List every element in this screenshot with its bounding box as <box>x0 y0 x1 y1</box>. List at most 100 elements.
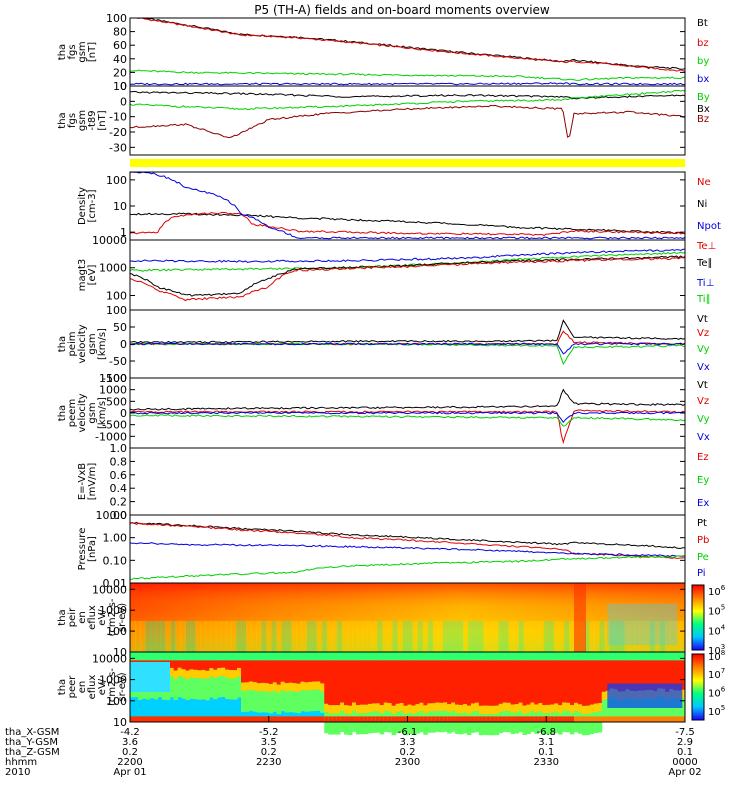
peir-spectrogram-ytick-label: 1000 <box>99 604 127 617</box>
peer-spectrogram-colorbar: 105 106 107 108 <box>691 649 726 721</box>
peir-spectrogram-ytick-label: 100 <box>106 625 127 638</box>
xaxis-row-label: tha_Y-GSM <box>5 737 58 748</box>
svg-text:(cm2-s-: (cm2-s- <box>107 668 118 706</box>
svg-text:peim: peim <box>67 331 78 356</box>
pressure-series-line <box>129 542 686 558</box>
panel-temperature: Te∥ Ti⊥ Ti∥ 100 1000 10000 magt3 [eV] <box>77 234 714 311</box>
svg-text:-t89: -t89 <box>87 110 98 130</box>
pressure-ylabel: Pressure [nPa] <box>77 528 98 571</box>
xaxis-row-value: 0.2 <box>122 747 138 758</box>
svg-text:eV/: eV/ <box>97 678 108 695</box>
xaxis-row-value: 3.3 <box>400 737 416 748</box>
pressure-ytick-label: 0.01 <box>103 577 128 590</box>
efield-ytick-label: 0.6 <box>110 469 128 482</box>
pressure-series-line <box>129 521 685 549</box>
density-series-line <box>129 212 686 235</box>
density-series-line <box>129 171 686 240</box>
fgs-dsl-ytick-label: 60 <box>113 39 127 52</box>
xaxis-row-value: -4.2 <box>120 727 140 738</box>
svg-text:[km/s]: [km/s] <box>97 328 108 360</box>
xaxis-row-label: hhmm <box>5 757 37 768</box>
svg-text:eflux: eflux <box>87 605 98 630</box>
fgs-gse-ylabel: tha fgs gsm -t89 [nT] <box>57 110 108 131</box>
peir-spectrogram-ylabel: tha peir en eflux eV/(cm2-s-sr-eV) <box>57 598 128 636</box>
peem-velocity-ytick-label: 0 <box>120 407 127 420</box>
density-ytick-label: 1 <box>120 226 127 239</box>
svg-text:tha: tha <box>57 44 68 60</box>
peir-spectrogram-colorbar-label: 105 <box>708 604 725 618</box>
fgs-dsl-legend-entry: bx <box>697 74 709 85</box>
fgs-dsl-legend-entry: bz <box>697 38 709 49</box>
density-series-line <box>129 211 686 236</box>
xaxis-row-label: tha_X-GSM <box>5 727 59 738</box>
xaxis-row-value: 3.6 <box>122 737 138 748</box>
xaxis-row-value: 2300 <box>395 757 420 768</box>
pressure-ytick-label: 10.00 <box>96 509 128 522</box>
peir-spectrogram-colorbar-label: 104 <box>708 623 726 637</box>
peim-velocity-legend-entry: Vx <box>697 362 710 373</box>
pressure-legend-entry: Pb <box>697 535 709 546</box>
temperature-series-line <box>129 248 685 263</box>
fgs-dsl-ylabel: tha fgs gsm [nT] <box>57 41 98 62</box>
peir-spectrogram-ytick-label: 10 <box>113 646 127 659</box>
peem-velocity-ytick-label: 1000 <box>99 384 127 397</box>
efield-ytick-label: 0.8 <box>110 455 128 468</box>
peem-velocity-ytick-label: 1500 <box>99 372 127 385</box>
fgs-gse-series-line <box>129 89 686 111</box>
fgs-gse-ytick-label: -20 <box>109 126 127 139</box>
xaxis-row-value: 3.1 <box>538 737 554 748</box>
svg-text:gsm: gsm <box>87 333 98 354</box>
peer-spectrogram-colorbar-label: 106 <box>708 686 726 700</box>
panel-pressure: Pt Pb Pe Pi 0.01 0.10 1.00 10.00 Pressure [nPa] <box>77 509 709 590</box>
fgs-dsl-ytick-label: 80 <box>113 26 127 39</box>
panel-density: Ne Ni Npot Te⊥ 1 10 100 Density [cm-3] <box>77 171 721 252</box>
svg-text:Pressure: Pressure <box>77 528 88 571</box>
peir-spectrogram-ytick-label: 10000 <box>92 583 127 596</box>
fgs-dsl-series-line <box>130 17 686 72</box>
panel-efield: Ez Ey Ex 0.00.20.40.60.81.0 E=-VxB [mV/m] <box>77 442 709 522</box>
svg-text:fgs: fgs <box>67 113 78 128</box>
xaxis-row-label: tha_Z-GSM <box>5 747 60 758</box>
x-axis-annotations: tha_X-GSM -4.2 -5.2 -6.1 -6.8 -7.5 tha_Y-GSM 3.… <box>5 716 702 778</box>
density-ytick-label: 100 <box>106 174 127 187</box>
svg-text:fgs: fgs <box>67 44 78 59</box>
xaxis-row-value: 2330 <box>534 757 559 768</box>
xaxis-row-value: 0.2 <box>400 747 416 758</box>
svg-text:gsm: gsm <box>77 41 88 62</box>
xaxis-row-value: -7.5 <box>675 727 695 738</box>
fgs-gse-legend-entry: By <box>697 92 710 103</box>
svg-text:en: en <box>77 681 88 694</box>
efield-ytick-label: 1.0 <box>110 442 128 455</box>
figure-title: P5 (TH-A) fields and on-board moments ov… <box>254 3 550 17</box>
xaxis-row-value: 2200 <box>117 757 142 768</box>
svg-text:sr-eV): sr-eV) <box>117 603 128 632</box>
svg-text:[nT]: [nT] <box>87 42 98 62</box>
efield-legend-entry: Ey <box>697 475 709 486</box>
peem-velocity-legend-entry: Vz <box>697 396 709 407</box>
peir-spectrogram-image <box>130 583 686 652</box>
svg-text:peem: peem <box>67 399 78 427</box>
peim-velocity-ytick-label: 0 <box>120 338 127 351</box>
xaxis-row-value: 2.9 <box>677 737 693 748</box>
peem-velocity-series-line <box>129 388 686 411</box>
density-legend-entry: Ni <box>697 199 707 210</box>
peim-velocity-ytick-label: 100 <box>106 304 127 317</box>
temperature-frame <box>129 239 686 311</box>
peer-spectrogram-image <box>130 652 686 736</box>
svg-text:en: en <box>77 611 88 624</box>
svg-text:[eV]: [eV] <box>87 265 98 286</box>
svg-text:eflux: eflux <box>87 675 98 700</box>
fgs-dsl-series-line <box>129 82 686 86</box>
peem-velocity-series-line <box>129 409 686 445</box>
peim-velocity-legend-entry: Vz <box>697 328 709 339</box>
peir-spectrogram-colorbar-label: 106 <box>708 584 726 598</box>
peem-velocity-legend-entry: Vy <box>697 414 710 425</box>
peim-velocity-legend-entry: Vy <box>697 344 710 355</box>
peem-velocity-legend-entry: Vx <box>697 432 710 443</box>
efield-legend-entry: Ez <box>697 452 709 463</box>
peer-spectrogram-colorbar-label: 107 <box>708 667 725 681</box>
fgs-dsl-ytick-label: 100 <box>106 12 127 25</box>
